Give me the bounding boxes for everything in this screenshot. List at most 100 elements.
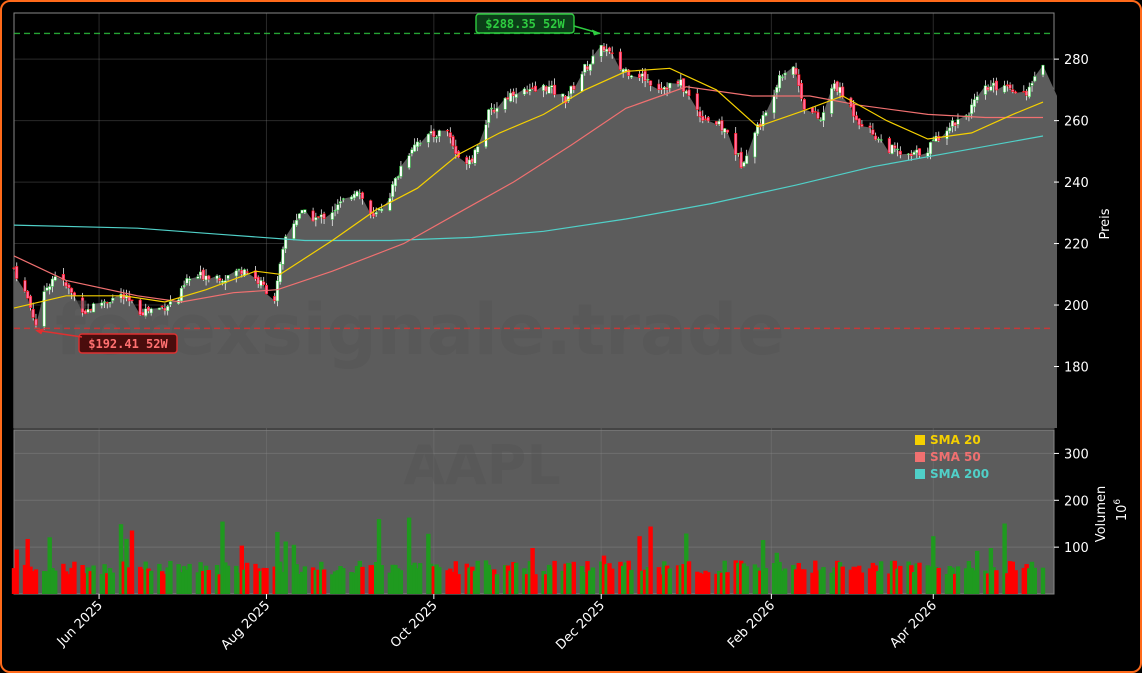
volume-bar: [944, 573, 950, 594]
volume-bar: [107, 568, 113, 594]
volume-bar: [437, 567, 442, 594]
candle-body: [1041, 64, 1045, 76]
volume-bar: [398, 570, 404, 594]
candle-body: [226, 275, 230, 279]
candle-body: [931, 139, 935, 141]
candle-body: [42, 291, 46, 327]
volume-bar: [656, 567, 662, 594]
volume-bar: [434, 564, 439, 594]
candle-body: [240, 269, 244, 275]
volume-bar: [83, 573, 88, 594]
volume-bar: [706, 572, 711, 594]
volume-bar: [760, 540, 766, 594]
candle-body: [426, 133, 430, 143]
candle-body: [415, 141, 419, 148]
volume-bar: [162, 573, 168, 594]
volume-bar: [475, 560, 480, 594]
legend-swatch: [915, 469, 925, 479]
volume-bar: [914, 563, 919, 594]
volume-bar: [810, 572, 815, 594]
candle-body: [849, 97, 853, 108]
volume-bar: [412, 562, 417, 594]
volume-bar: [140, 568, 146, 594]
candle-body: [492, 109, 496, 113]
candle-body: [841, 86, 845, 98]
candle-body: [34, 318, 38, 326]
candle-body: [407, 155, 411, 168]
candles: [12, 43, 1045, 330]
candle-body: [495, 107, 499, 113]
volume-bar: [648, 526, 653, 594]
volume-bar: [456, 574, 461, 594]
volume-bar: [969, 567, 974, 594]
candle-body: [448, 132, 452, 138]
candle-body: [476, 146, 480, 153]
candle-body: [528, 89, 532, 92]
volume-bar: [198, 562, 203, 594]
candle-body: [168, 301, 172, 305]
candle-body: [874, 135, 878, 140]
candle-body: [70, 287, 74, 293]
volume-bar: [376, 519, 382, 594]
volume-bar: [297, 574, 302, 594]
legend-label: SMA 20: [930, 433, 981, 447]
volume-bar: [675, 565, 681, 594]
volume-unit-exponent: 6: [1113, 499, 1123, 505]
candle-body: [629, 75, 633, 78]
volume-bar: [917, 562, 922, 594]
volume-bar: [332, 571, 338, 594]
candle-body: [569, 85, 573, 95]
volume-bar: [725, 572, 730, 594]
price-area-fill: [14, 45, 1057, 428]
volume-bar: [508, 570, 513, 594]
candle-body: [794, 67, 798, 75]
candle-body: [473, 149, 477, 164]
volume-bar: [321, 569, 327, 594]
volume-bar: [157, 563, 162, 594]
volume-bar: [393, 564, 398, 594]
x-tick-label: Feb 2026: [725, 598, 778, 651]
candle-body: [668, 82, 672, 89]
candle-body: [281, 248, 285, 265]
candle-body: [706, 117, 710, 122]
volume-bar: [931, 536, 936, 594]
volume-bar: [771, 563, 777, 594]
candle-body: [86, 309, 90, 313]
candle-body: [451, 136, 455, 147]
volume-bar: [1029, 561, 1035, 594]
volume-bar: [138, 566, 143, 594]
candle-body: [322, 213, 326, 219]
candle-body: [234, 270, 238, 277]
volume-bar: [763, 568, 769, 594]
volume-bar: [489, 569, 494, 594]
volume-bar: [829, 572, 834, 594]
candle-body: [338, 201, 343, 204]
candle-body: [994, 80, 998, 91]
volume-bar: [280, 571, 286, 594]
volume-bar: [966, 561, 972, 594]
volume-bar: [387, 572, 393, 594]
volume-bar: [239, 545, 244, 594]
candle-body: [898, 150, 902, 155]
volume-bar: [1007, 561, 1013, 594]
candle-body: [503, 97, 507, 110]
candle-body: [640, 73, 644, 77]
candle-body: [783, 72, 787, 76]
volume-bar: [124, 538, 129, 594]
volume-bar: [552, 560, 557, 594]
candle-body: [61, 274, 65, 281]
candle-body: [753, 132, 757, 158]
volume-bar: [352, 572, 357, 594]
candle-body: [418, 143, 422, 145]
candle-body: [778, 75, 782, 89]
volume-bar: [1021, 567, 1026, 594]
volume-bar: [1027, 568, 1032, 594]
candle-body: [487, 109, 491, 123]
candle-body: [953, 122, 957, 126]
candle-body: [278, 263, 282, 283]
low-52w-arrowhead: [35, 328, 45, 335]
volume-bar: [925, 565, 930, 594]
volume-bar: [503, 565, 508, 594]
candle-body: [887, 138, 891, 154]
candle-body: [550, 85, 554, 88]
